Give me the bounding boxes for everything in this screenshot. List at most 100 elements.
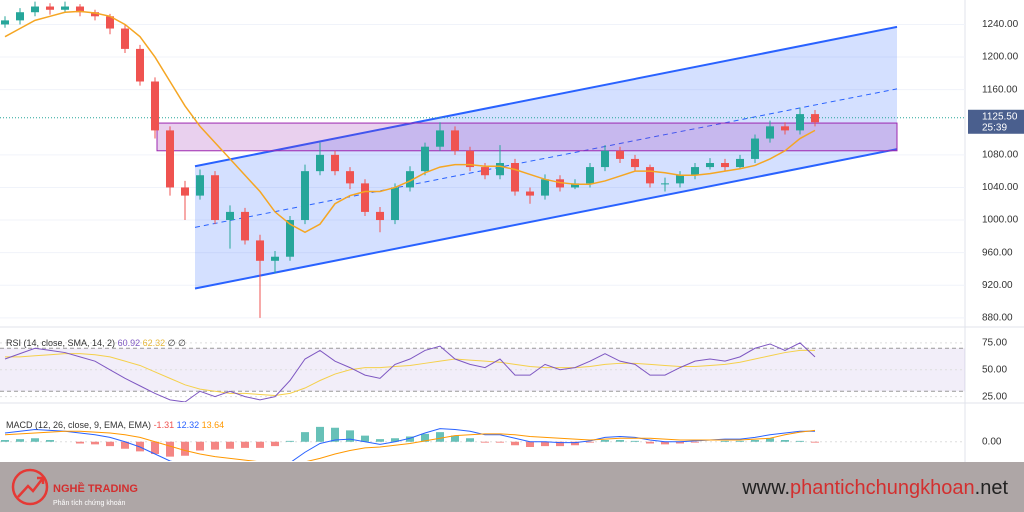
y-tick-label: 1200.00 [982, 52, 1019, 63]
candle-body [301, 171, 309, 221]
y-tick-label: 1080.00 [982, 149, 1019, 160]
candle-body [616, 150, 624, 159]
rsi-line [4, 342, 816, 402]
candle-body [391, 187, 399, 221]
macd-hist [676, 441, 684, 444]
macd-readout: 12.32 [177, 420, 200, 430]
macd-hist [166, 441, 174, 457]
logo-icon [11, 468, 49, 506]
macd-hist [361, 435, 369, 442]
macd-hist [271, 441, 279, 447]
rsi-tick-label: 50.00 [982, 364, 1007, 375]
candle-body [241, 211, 249, 241]
candle-body [136, 48, 144, 82]
macd-hist [376, 439, 384, 442]
y-tick-label: 1040.00 [982, 182, 1019, 193]
macd-hist [481, 441, 489, 443]
candle-body [511, 163, 519, 192]
macd-hist [421, 433, 429, 442]
candle-body [586, 167, 594, 184]
price-panel [0, 1, 965, 319]
candle-body [646, 167, 654, 184]
macd-hist [511, 441, 519, 446]
candle-body [331, 154, 339, 172]
site-part: phantichchungkhoan [790, 477, 975, 499]
candle-body [541, 179, 549, 196]
macd-hist [106, 441, 114, 447]
macd-hist [181, 441, 189, 456]
channel-line [194, 148, 898, 290]
rsi-title: RSI (14, close, SMA, 14, 2) [6, 338, 115, 348]
y-tick-label: 1160.00 [982, 84, 1018, 95]
last-price-box [968, 109, 1024, 134]
macd-hist [721, 440, 729, 442]
candle-body [436, 130, 444, 147]
candle-body [46, 6, 54, 10]
macd-hist [796, 440, 804, 442]
candle-body [196, 175, 204, 196]
macd-hist [466, 438, 474, 442]
macd-hist [766, 438, 774, 442]
candle-body [61, 6, 69, 10]
channel-line [194, 25, 898, 168]
macd-hist [151, 441, 159, 454]
rsi-readout: ∅ [178, 338, 186, 348]
macd-hist [286, 440, 294, 442]
candle-body [271, 256, 279, 261]
candle-body [31, 6, 39, 13]
rsi-tick-label: 25.00 [982, 391, 1007, 402]
rsi-panel [0, 342, 965, 402]
macd-hist [301, 432, 309, 442]
candle-body [226, 211, 234, 221]
rsi-readout: ∅ [168, 338, 176, 348]
macd-line [4, 428, 815, 461]
candle-body [796, 114, 804, 131]
macd-hist [31, 438, 39, 442]
macd-hist [211, 441, 219, 450]
candle-body [526, 191, 534, 196]
candle-body [151, 81, 159, 131]
macd-hist [661, 441, 669, 445]
macd-hist [331, 427, 339, 442]
candle-body [706, 163, 714, 168]
macd-hist [316, 426, 324, 442]
macd-readout: -1.31 [154, 420, 175, 430]
macd-hist [226, 441, 234, 449]
y-tick-label: 920.00 [982, 280, 1013, 291]
site-part: www. [741, 477, 790, 499]
macd-hist [496, 441, 504, 443]
candle-body [316, 154, 324, 172]
candle-body [751, 138, 759, 159]
candle-body [1, 20, 9, 25]
logo-arrow [17, 476, 45, 498]
macd-tick-label: 0.00 [982, 436, 1002, 447]
rsi-readout: 60.92 [118, 338, 141, 348]
candle-body [376, 211, 384, 221]
rsi-readout: 62.32 [143, 338, 166, 348]
candle-body [556, 179, 564, 188]
footer [0, 462, 1024, 512]
macd-hist [616, 440, 624, 442]
moving-average [4, 10, 816, 234]
candle-body [691, 167, 699, 176]
candle-body [346, 171, 354, 184]
candle-body [721, 163, 729, 168]
candle-body [91, 12, 99, 17]
candle-body [76, 6, 84, 13]
last-price-label: 1125.50 [982, 111, 1018, 122]
candle-body [121, 28, 129, 49]
candle-body [106, 16, 114, 29]
y-tick-label: 1240.00 [982, 19, 1019, 30]
candle-body [211, 175, 219, 221]
candle-body [181, 187, 189, 196]
channel-fill [195, 26, 897, 289]
macd-hist [256, 441, 264, 448]
macd-hist [811, 441, 819, 443]
macd-hist [46, 440, 54, 442]
macd-hist [391, 438, 399, 442]
site-part: .net [975, 477, 1009, 499]
candle-body [766, 126, 774, 139]
candle-body [811, 114, 819, 123]
